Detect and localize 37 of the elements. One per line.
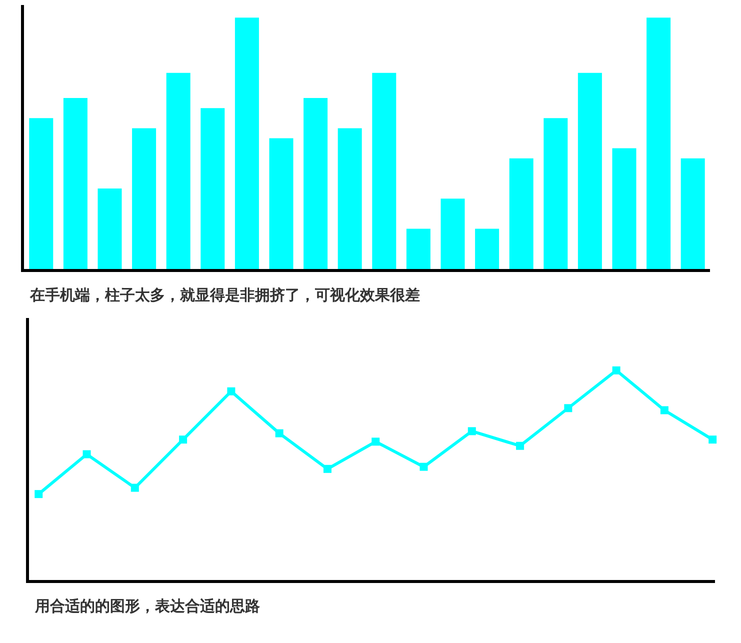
bar (475, 228, 500, 269)
bar (646, 18, 671, 269)
bar (372, 72, 396, 269)
point (179, 436, 188, 444)
point (420, 462, 428, 471)
point (660, 406, 668, 414)
text: 在手机端，柱子太多，就显得是非拥挤了，可视化效果很差 (29, 287, 420, 304)
bar (132, 128, 156, 269)
bar (578, 72, 602, 269)
bar (544, 118, 568, 269)
point (612, 366, 620, 374)
bar (98, 188, 122, 269)
point (516, 442, 524, 450)
bar (63, 98, 88, 269)
bar (29, 118, 54, 269)
point (82, 450, 91, 458)
bar (612, 148, 636, 269)
bar (304, 98, 328, 269)
bar (440, 198, 465, 269)
point (130, 484, 139, 492)
bar (509, 158, 534, 269)
point (468, 427, 476, 436)
point (564, 404, 572, 412)
bar (680, 158, 705, 269)
bar (166, 72, 190, 269)
point (372, 438, 380, 446)
point (275, 429, 284, 438)
bar (234, 18, 259, 269)
point (34, 490, 43, 498)
bar (338, 128, 362, 269)
point (323, 464, 332, 473)
bar (200, 108, 225, 269)
point (708, 436, 717, 444)
bar (269, 138, 294, 269)
point (227, 387, 236, 396)
text: 用合适的的图形，表达合适的思路 (34, 598, 260, 615)
bar (406, 228, 430, 269)
